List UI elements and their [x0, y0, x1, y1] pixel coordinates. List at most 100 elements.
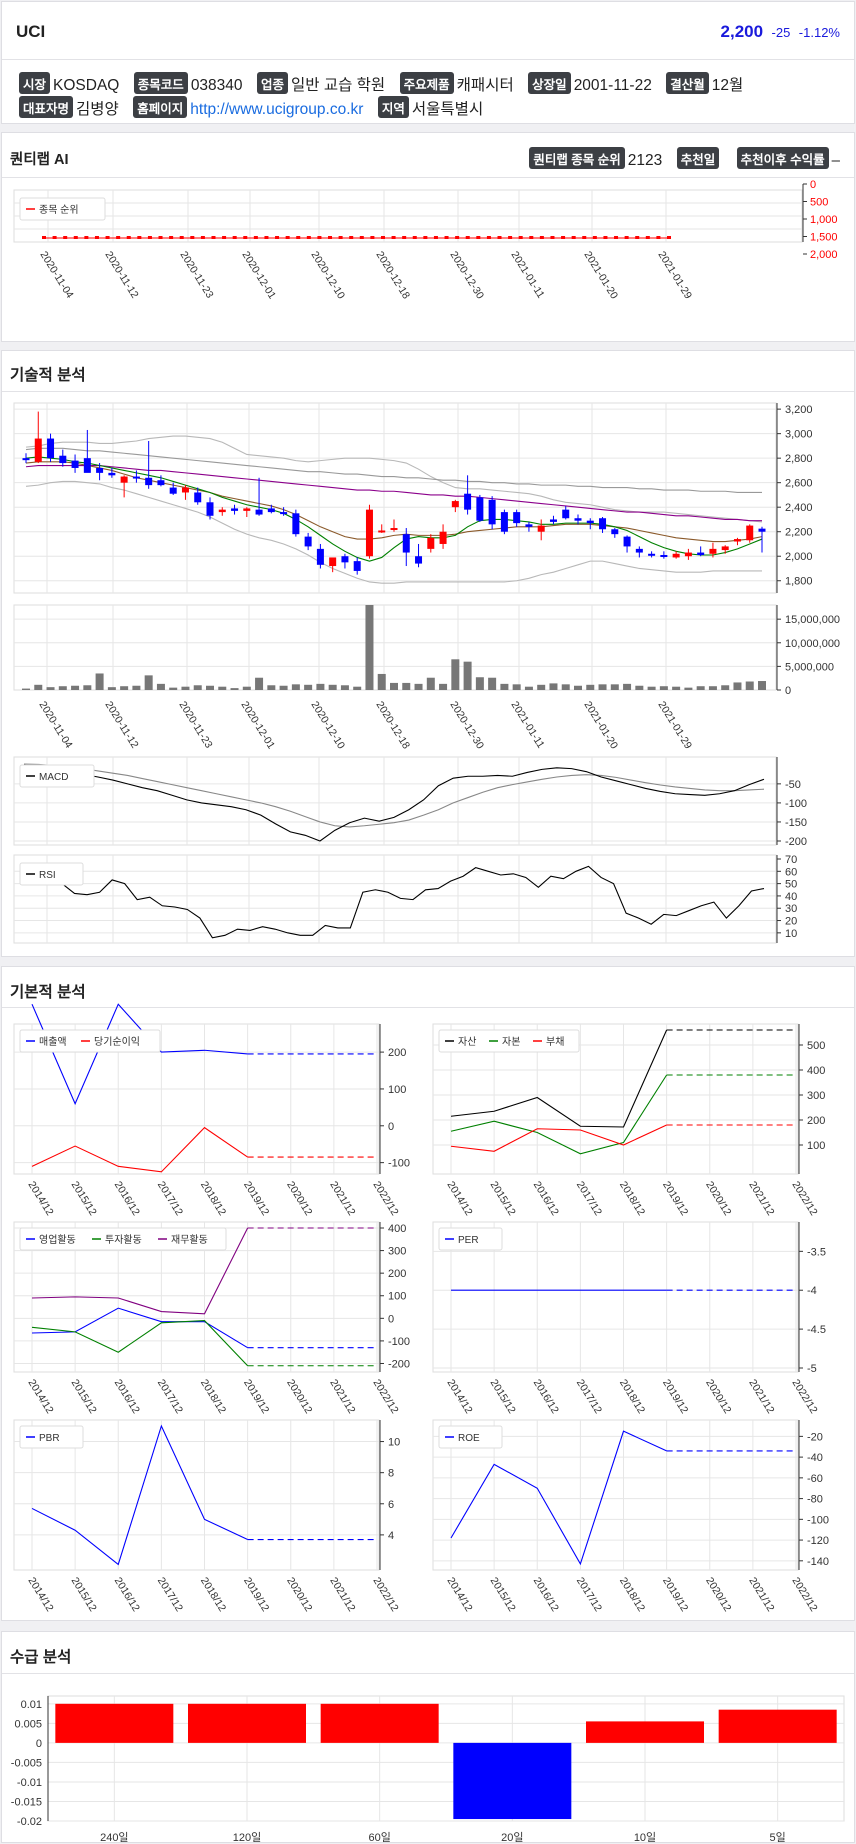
x-tick-label: 2019/12 — [660, 1179, 690, 1218]
rec-date-label: 추천일 — [676, 147, 720, 169]
product-label: 주요제품 — [399, 72, 454, 94]
candle-body — [586, 520, 594, 524]
volume-bar — [255, 677, 264, 690]
x-tick-label: 2021-01-20 — [581, 699, 620, 751]
x-tick-label: 2020/12 — [284, 1179, 314, 1218]
x-tick-label: 2022/12 — [789, 1179, 819, 1218]
volume-bar — [120, 686, 129, 690]
candle-body — [218, 509, 226, 513]
volume-bar — [58, 686, 67, 690]
cashflow-chart: 400 300 200 100 0 -100 -200 2014/12 2015/12 2016/… — [13, 1221, 410, 1416]
volume-chart: 15,000,000 10,000,000 5,000,000 0 2020-11-04… — [13, 604, 840, 751]
x-tick-label: 2015/12 — [488, 1377, 518, 1416]
candle-body — [746, 525, 754, 541]
x-tick-label: 2014/12 — [444, 1575, 474, 1614]
candle-body — [96, 467, 104, 473]
x-tick-label: 2014/12 — [25, 1575, 55, 1614]
y-tick-label: 30 — [785, 903, 797, 915]
volume-bar — [156, 683, 165, 690]
y-tick-label: -100 — [807, 1514, 829, 1526]
rank-point — [232, 236, 237, 239]
rank-point — [667, 236, 671, 239]
x-tick-label: 2020-11-04 — [36, 699, 74, 750]
fiscal-month-value: 12월 — [711, 77, 744, 94]
rank-point — [200, 236, 205, 239]
product-value: 캐패시터 — [456, 77, 514, 94]
y-tick-label: 0 — [810, 179, 816, 191]
y-tick-label: 300 — [807, 1090, 825, 1102]
x-tick-label: 2016/12 — [531, 1377, 561, 1416]
x-tick-label: 2018/12 — [198, 1575, 228, 1614]
rank-point — [645, 236, 650, 239]
y-tick-label: 0.005 — [14, 1718, 42, 1730]
volume-bar — [598, 684, 607, 690]
y-tick-label: -50 — [785, 779, 801, 791]
x-tick-label: 2022/12 — [370, 1179, 400, 1218]
x-tick-label: 2021-01-29 — [655, 699, 694, 751]
legend-label: 자본 — [502, 1036, 520, 1048]
y-tick-label: 0 — [785, 685, 791, 697]
rank-point — [211, 236, 216, 239]
volume-bar — [377, 673, 386, 690]
y-tick-label: -20 — [807, 1431, 823, 1443]
candle-body — [549, 519, 557, 522]
y-tick-label: 4 — [388, 1530, 394, 1542]
volume-bar — [500, 683, 509, 690]
candle-body — [71, 460, 79, 468]
candle-body — [709, 548, 717, 554]
info-row-1: 시장 KOSDAQ 종목코드 038340 업종 일반 교습 학원 주요제품 캐패시터 … — [19, 72, 753, 95]
rank-point — [486, 236, 491, 239]
volume-bar — [745, 681, 754, 690]
candle-body — [267, 508, 275, 513]
x-tick-label: 2020-12-18 — [373, 249, 412, 301]
x-tick-label: 2021/12 — [746, 1575, 776, 1614]
macd-signal-line — [23, 763, 765, 828]
rank-point — [338, 236, 343, 239]
x-tick-label: 2014/12 — [444, 1377, 474, 1416]
rank-point — [635, 236, 640, 239]
rec-return-label: 추천이후 수익률 — [736, 147, 829, 169]
industry-label: 업종 — [257, 72, 289, 94]
candle-body — [47, 438, 55, 459]
x-tick-label: 2022/12 — [789, 1377, 819, 1416]
rank-point — [391, 236, 396, 239]
candle-body — [353, 561, 361, 571]
code-label: 종목코드 — [133, 72, 188, 94]
candle-body — [415, 556, 423, 564]
x-tick-label: 2021/12 — [327, 1575, 357, 1614]
x-tick-label: 2020-12-01 — [238, 699, 277, 751]
legend-label: 자산 — [458, 1036, 476, 1048]
rank-point — [571, 236, 576, 239]
legend-box — [19, 197, 106, 221]
fundamental-card: 기본적 분석 — [1, 966, 855, 1621]
homepage-link[interactable]: http://www.ucigroup.co.kr — [190, 101, 364, 118]
series-line-0 — [31, 1003, 248, 1106]
rank-point — [264, 236, 269, 239]
y-tick-label: 400 — [388, 1223, 406, 1235]
candle-body — [476, 497, 484, 521]
volume-bar — [524, 686, 533, 690]
supply-title: 수급 분석 — [10, 1649, 72, 1666]
x-tick-label: 2020-12-01 — [239, 249, 278, 301]
rank-value: 2123 — [627, 152, 663, 169]
rank-point — [370, 236, 375, 239]
volume-bar — [365, 605, 374, 690]
rank-point — [518, 236, 523, 239]
x-tick-label: 2018/12 — [198, 1179, 228, 1218]
y-tick-label: -3.5 — [807, 1246, 826, 1258]
y-tick-label: 10,000,000 — [785, 638, 840, 650]
plot-frame — [13, 1419, 380, 1571]
x-tick-label: 2019/12 — [241, 1179, 271, 1218]
x-tick-label: 2020/12 — [703, 1575, 733, 1614]
plot-frame — [13, 756, 777, 846]
supply-bar — [55, 1703, 174, 1743]
volume-bar — [635, 685, 644, 690]
rank-point — [603, 236, 608, 239]
candle-body — [684, 552, 692, 557]
volume-bar — [561, 684, 570, 690]
rank-point — [52, 236, 57, 239]
x-tick-label: 2021/12 — [327, 1377, 357, 1416]
legend-label: MACD — [39, 772, 68, 783]
candle-body — [733, 539, 741, 542]
volume-bar — [696, 686, 705, 690]
